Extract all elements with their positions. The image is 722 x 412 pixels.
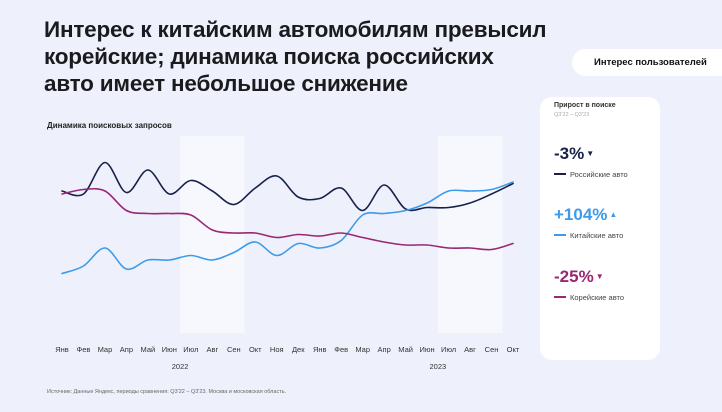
panel-heading: Прирост в поиске [554,102,616,109]
x-tick-label: Май [141,345,156,354]
source-note: Источник: Данные Яндекс, периоды сравнен… [47,389,287,395]
x-tick-label: Янв [313,345,327,354]
panel-subheading: Q3'22 – Q3'23 [554,112,590,118]
metric-value: -25% [554,267,594,286]
x-tick-label: Ноя [270,345,284,354]
x-tick-label: Май [398,345,413,354]
metric-label: Корейские авто [570,293,625,302]
x-tick-label: Июл [183,345,198,354]
x-tick-label: Фев [77,345,91,354]
x-tick-label: Июн [162,345,177,354]
legend-swatch [554,234,566,236]
year-label: 2022 [172,362,189,371]
x-tick-label: Авг [464,345,476,354]
x-tick-label: Сен [227,345,241,354]
series-line [61,187,514,251]
metric-value: +104% [554,205,608,224]
x-tick-label: Сен [485,345,499,354]
growth-panel: Прирост в поиске Q3'22 – Q3'23 -3% ▼ Росс… [540,97,660,360]
x-tick-label: Фев [334,345,348,354]
x-tick-label: Мар [355,345,370,354]
arrow-up-icon: ▲ [609,210,618,219]
x-tick-label: Окт [507,345,520,354]
series-line [61,161,514,212]
metric-value: -3% [554,144,585,163]
x-tick-label: Янв [55,345,69,354]
chart-title: Динамика поисковых запросов [47,121,172,130]
metric-label: Российские авто [570,170,628,179]
arrow-down-icon: ▼ [586,149,595,158]
x-tick-label: Июл [441,345,456,354]
series-line [61,181,514,275]
highlight-band [180,136,245,333]
metric-label: Китайские авто [570,231,624,240]
x-tick-label: Апр [120,345,133,354]
page-title: Интерес к китайским автомобилям превысил… [44,16,604,97]
x-tick-label: Мар [98,345,113,354]
highlight-band [437,136,503,333]
legend-swatch [554,173,566,175]
line-chart: Янв Фев Мар Апр Май Июн Июл Авг Сен Окт Ноя Дек Янв Ф… [55,136,520,371]
metric-russian: -3% ▼ Российские авто [554,144,660,179]
legend-swatch [554,296,566,298]
metric-korean: -25% ▼ Корейские авто [554,267,660,302]
arrow-down-icon: ▼ [595,272,604,281]
title-line-2: корейские; динамика поиска российских [44,44,494,69]
topic-badge: Интерес пользователей [572,49,722,76]
x-tick-label: Авг [206,345,218,354]
title-line-3: авто имеет небольшое снижение [44,71,408,96]
x-tick-label: Дек [292,345,305,354]
year-label: 2023 [429,362,446,371]
x-tick-label: Июн [420,345,435,354]
x-tick-label: Апр [378,345,391,354]
title-line-1: Интерес к китайским автомобилям превысил [44,17,547,42]
x-tick-label: Окт [249,345,262,354]
metric-chinese: +104% ▲ Китайские авто [554,205,660,240]
